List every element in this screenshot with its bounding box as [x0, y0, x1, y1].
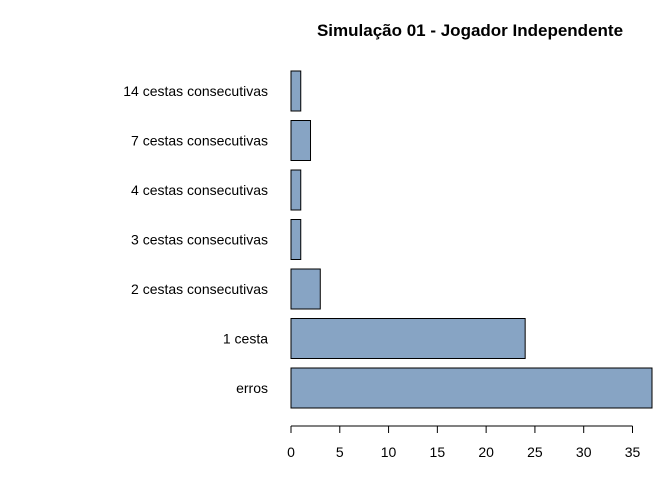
bar-6	[290, 70, 302, 112]
category-label-5: 7 cestas consecutivas	[131, 133, 268, 149]
category-labels: erros 1 cesta 2 cestas consecutivas 3 cesta…	[123, 83, 268, 396]
x-tick-label-7: 35	[625, 444, 641, 460]
category-label-6: 14 cestas consecutivas	[123, 83, 268, 99]
x-tick-label-0: 0	[287, 444, 295, 460]
category-label-1: 1 cesta	[223, 331, 268, 347]
category-label-3: 3 cestas consecutivas	[131, 232, 268, 248]
category-label-2: 2 cestas consecutivas	[131, 281, 268, 297]
x-axis: 0 5 10 15 20 25 30 35	[287, 425, 641, 460]
x-tick-label-2: 10	[381, 444, 397, 460]
bar-2	[290, 268, 321, 310]
x-tick-label-4: 20	[478, 444, 494, 460]
bar-0	[290, 367, 653, 409]
bar-1	[290, 318, 526, 359]
x-tick-label-1: 5	[336, 444, 344, 460]
category-label-0: erros	[236, 380, 268, 396]
chart-title: Simulação 01 - Jogador Independente	[317, 21, 623, 40]
bar-5	[290, 120, 312, 161]
x-tick-label-6: 30	[576, 444, 592, 460]
category-label-4: 4 cestas consecutivas	[131, 182, 268, 198]
bar-4	[290, 169, 302, 211]
bars-group	[290, 70, 653, 409]
x-tick-label-5: 25	[527, 444, 543, 460]
bar-3	[290, 219, 302, 260]
x-tick-label-3: 15	[430, 444, 446, 460]
